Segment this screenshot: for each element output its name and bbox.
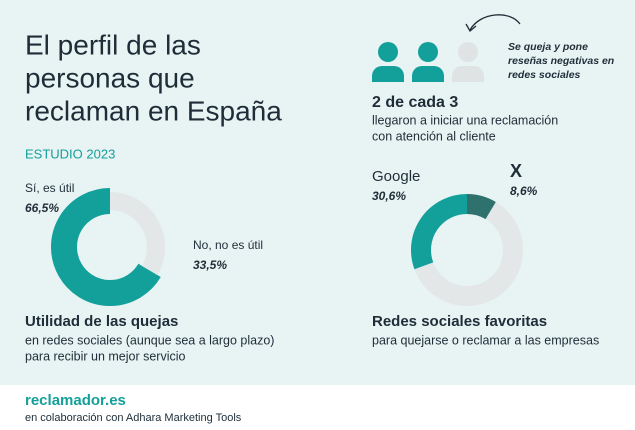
value-label: 33,5%	[193, 258, 227, 272]
note-line: Se queja y pone	[508, 41, 588, 53]
title-line: personas que	[25, 62, 195, 93]
title-line: reclaman en España	[25, 95, 282, 126]
donut-segment	[411, 194, 468, 270]
stat-text: llegaron a iniciar una reclamación	[372, 113, 558, 127]
people-icons	[372, 42, 484, 82]
note-arrow	[469, 14, 521, 31]
brand: reclamador.es	[25, 392, 126, 409]
credit: en colaboración con Adhara Marketing Too…	[25, 412, 242, 424]
value-label: 30,6%	[372, 189, 406, 203]
legend-label: No, no es útil	[193, 238, 263, 252]
chart-caption: Redes sociales favoritas	[372, 313, 547, 330]
legend-label: Google	[372, 168, 420, 185]
title-line: El perfil de las	[25, 29, 201, 60]
stat-headline: 2 de cada 3	[372, 94, 458, 111]
note-line: reseñas negativas en	[508, 55, 614, 67]
footer-background	[0, 385, 635, 430]
note-arrow-head	[465, 23, 477, 32]
donut-segment	[466, 194, 496, 220]
caption-line: para quejarse o reclamar a las empresas	[372, 333, 599, 347]
caption-line: en redes sociales (aunque sea a largo pl…	[25, 333, 274, 347]
chart-caption: Utilidad de las quejas	[25, 313, 178, 330]
value-label: 66,5%	[25, 201, 59, 215]
caption-line: para recibir un mejor servicio	[25, 349, 186, 363]
donut-segment	[109, 192, 165, 275]
value-label: 8,6%	[510, 184, 538, 198]
legend-label: Sí, es útil	[25, 181, 74, 195]
subtitle: ESTUDIO 2023	[25, 146, 115, 161]
note-line: redes sociales	[508, 69, 581, 81]
legend-label: X	[510, 161, 522, 181]
stat-text: con atención al cliente	[372, 129, 496, 143]
donut-segment	[51, 188, 161, 306]
